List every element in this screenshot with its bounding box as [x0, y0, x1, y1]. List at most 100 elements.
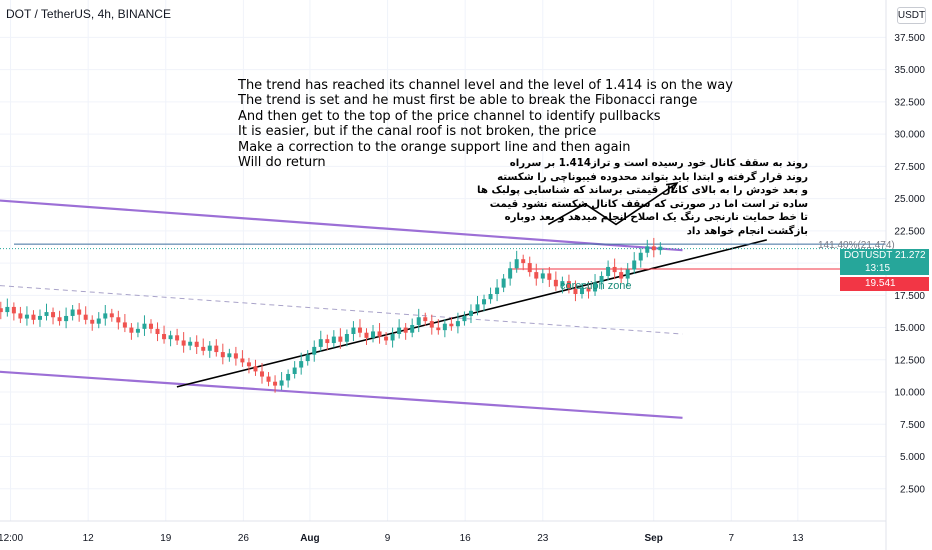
candle-body	[0, 308, 3, 313]
candle-body	[331, 336, 336, 344]
candle-body	[390, 334, 395, 341]
candle-body	[488, 294, 493, 300]
price-tick-label: 32.500	[894, 97, 925, 108]
candle-body	[566, 281, 571, 289]
price-tick-label: 7.500	[900, 420, 925, 431]
candle-body	[51, 312, 56, 318]
price-tick-label: 5.000	[900, 452, 925, 463]
candle-body	[227, 353, 232, 358]
correction-zone-label: corection zone	[560, 280, 632, 292]
persian-note: روند به سقف کانال خود رسیده است و تراز1.…	[477, 157, 808, 239]
candle-body	[37, 315, 42, 320]
candle-body	[5, 306, 10, 313]
candle-body	[233, 353, 238, 359]
candle-body	[175, 335, 180, 341]
candle-body	[495, 287, 500, 295]
last-price-tag: DOTUSDT 21.272 13:15	[840, 249, 929, 275]
candle-body	[651, 246, 656, 251]
candle-body	[384, 336, 389, 341]
candle-body	[547, 273, 552, 280]
candle-body	[318, 339, 323, 347]
candle-body	[116, 317, 121, 323]
candle-body	[527, 263, 532, 273]
candle-body	[122, 322, 127, 328]
candle-body	[57, 317, 62, 322]
candle-body	[462, 315, 467, 322]
persian-note-line: روند قرار گرفته و ابتدا باید بتواند محدو…	[497, 171, 808, 183]
candle-body	[410, 324, 415, 333]
time-tick-label: 7	[729, 533, 735, 544]
time-tick-label: Sep	[645, 533, 663, 544]
english-note-line: The trend has reached its channel level …	[238, 78, 733, 93]
candle-body	[423, 317, 428, 322]
fib-level-label: 141.40%(21.474)	[818, 240, 895, 251]
candle-body	[482, 299, 487, 305]
candle-body	[129, 327, 134, 333]
candle-body	[455, 321, 460, 327]
english-note-line: It is easier, but if the canal roof is n…	[238, 124, 597, 140]
candle-body	[246, 362, 251, 367]
candle-body	[253, 366, 258, 372]
candle-body	[364, 332, 369, 338]
price-tick-label: 2.500	[900, 484, 925, 495]
candle-body	[90, 319, 95, 324]
english-note-line: And then get to the top of the price cha…	[238, 108, 661, 124]
candle-body	[586, 287, 591, 292]
candle-body	[70, 309, 75, 316]
candle-body	[18, 313, 23, 319]
candle-body	[351, 327, 356, 335]
support-price-value: 19.541	[865, 278, 896, 289]
candle-body	[292, 367, 297, 374]
time-tick-label: 19	[160, 533, 172, 544]
candle-body	[344, 334, 349, 342]
candle-body	[155, 328, 160, 335]
candle-body	[514, 259, 519, 269]
last-price-value: 21.272	[894, 250, 926, 261]
english-note-line: The trend is set and he must first be ab…	[238, 93, 698, 109]
channel-bottom-line[interactable]	[0, 369, 683, 419]
price-tick-label: 30.000	[894, 130, 925, 141]
candle-body	[429, 321, 434, 328]
channel-mid-line[interactable]	[0, 282, 683, 335]
projection-line[interactable]	[547, 182, 678, 226]
price-tick-label: 35.000	[894, 65, 925, 76]
symbol-title[interactable]: DOT / TetherUS, 4h, BINANCE	[6, 7, 171, 21]
candle-body	[357, 327, 362, 333]
price-tick-label: 12.500	[894, 355, 925, 366]
currency-button[interactable]: USDT	[897, 7, 926, 24]
candle-body	[416, 317, 421, 325]
candle-body	[508, 268, 513, 279]
candle-body	[168, 335, 173, 340]
candle-body	[96, 318, 101, 324]
candle-body	[201, 346, 206, 351]
candle-body	[260, 371, 265, 377]
candle-body	[658, 246, 663, 251]
candle-body	[593, 282, 598, 292]
candle-body	[338, 336, 343, 342]
candle-body	[579, 287, 584, 295]
persian-note-line: بازگشت انجام خواهد داد	[686, 225, 808, 237]
candle-body	[638, 252, 643, 261]
candle-body	[599, 275, 604, 283]
candle-body	[188, 341, 193, 346]
english-note-line: Make a correction to the orange support …	[238, 139, 631, 155]
candle-body	[397, 327, 402, 335]
candle-body	[371, 331, 376, 338]
candle-body	[377, 331, 382, 337]
candles-layer	[0, 237, 663, 393]
candle-body	[83, 314, 88, 320]
price-tick-label: 27.500	[894, 162, 925, 173]
candle-body	[220, 352, 225, 358]
channel-top-line[interactable]	[0, 197, 683, 252]
candle-body	[553, 279, 558, 287]
price-tick-label: 10.000	[894, 388, 925, 399]
time-tick-label: 23	[537, 533, 549, 544]
bar-countdown: 13:15	[865, 263, 891, 274]
persian-note-line: روند به سقف کانال خود رسیده است و تراز1.…	[509, 158, 808, 169]
candle-body	[44, 312, 49, 316]
candle-body	[606, 266, 611, 276]
english-note: The trend has reached its channel level …	[238, 78, 733, 170]
candle-body	[501, 278, 506, 288]
candle-body	[109, 313, 114, 318]
